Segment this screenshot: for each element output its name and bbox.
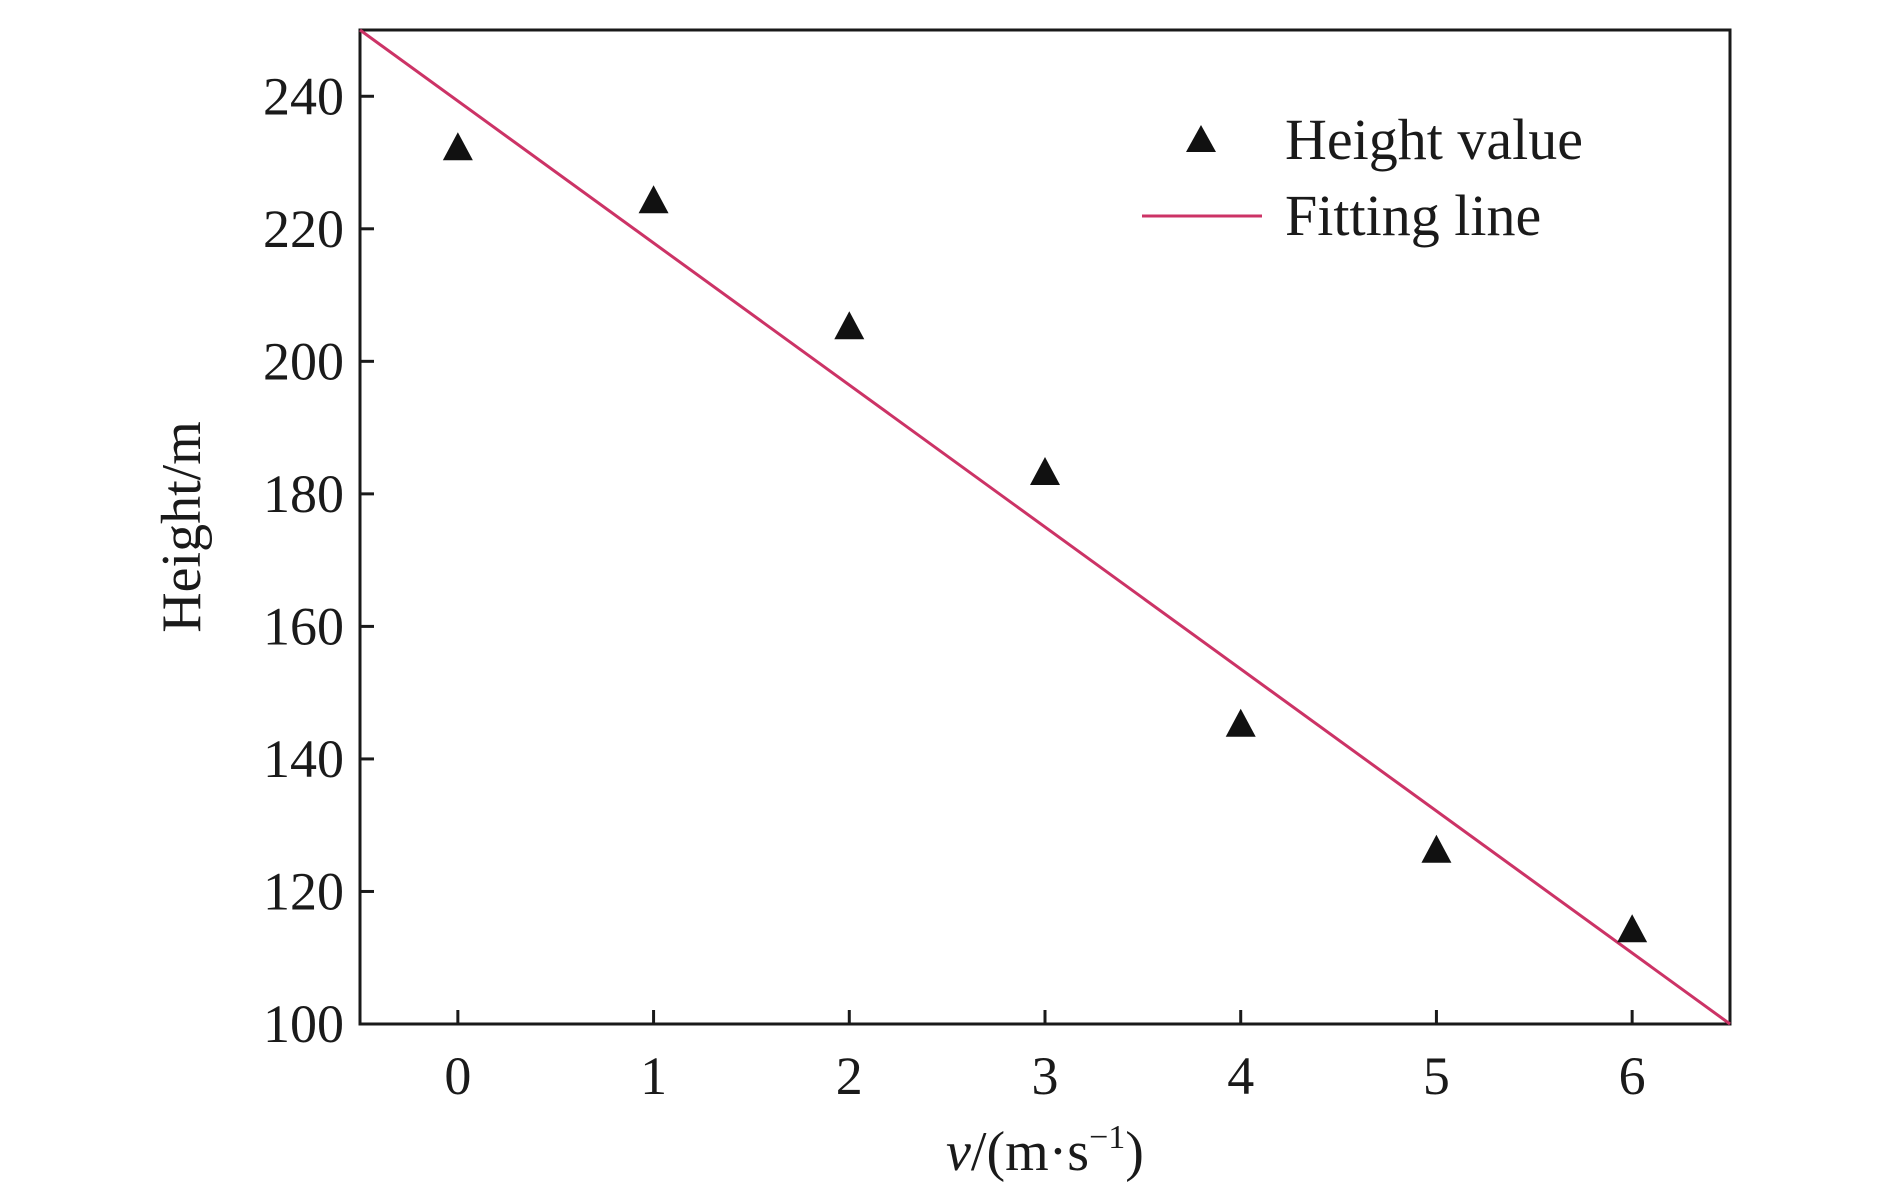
height-value-point	[638, 185, 669, 214]
y-tick-label: 180	[263, 464, 344, 524]
x-axis-ticks: 0 1 2 3 4 5 6	[444, 1010, 1646, 1106]
height-value-point	[442, 132, 473, 161]
y-axis-ticks: 100 120 140 160 180 200 220 240	[263, 66, 374, 1054]
x-tick-label: 5	[1423, 1046, 1450, 1106]
y-tick-label: 120	[263, 861, 344, 921]
height-value-point	[1421, 834, 1452, 863]
y-tick-label: 100	[263, 994, 344, 1054]
y-tick-label: 220	[263, 199, 344, 259]
legend: Height value Fitting line	[1142, 107, 1583, 248]
x-tick-label: 4	[1227, 1046, 1254, 1106]
fitting-line	[359, 28, 1731, 1026]
x-tick-label: 0	[444, 1046, 471, 1106]
height-value-point	[1617, 914, 1648, 943]
legend-triangle-marker	[1186, 125, 1216, 152]
x-axis-title-symbol: v	[946, 1121, 971, 1183]
legend-label-fitting-line: Fitting line	[1285, 183, 1541, 248]
x-tick-label: 1	[640, 1046, 667, 1106]
y-axis-title: Height/m	[151, 421, 213, 633]
x-tick-label: 3	[1032, 1046, 1059, 1106]
height-value-point	[1030, 456, 1060, 485]
x-tick-label: 6	[1619, 1046, 1646, 1106]
series-layer	[359, 28, 1731, 1026]
y-tick-label: 240	[263, 66, 344, 126]
x-tick-label: 2	[836, 1046, 863, 1106]
x-axis-title-unit: /(m·s	[971, 1121, 1089, 1183]
x-axis-title: v/(m·s−1)	[946, 1119, 1144, 1183]
legend-label-height-value: Height value	[1285, 107, 1583, 172]
y-tick-label: 160	[263, 596, 344, 656]
height-value-point	[1225, 708, 1256, 737]
y-tick-label: 200	[263, 331, 344, 391]
y-tick-label: 140	[263, 729, 344, 789]
x-axis-title-exponent: −1	[1089, 1119, 1125, 1156]
x-axis-title-close: )	[1125, 1121, 1144, 1183]
height-value-point	[834, 311, 865, 340]
